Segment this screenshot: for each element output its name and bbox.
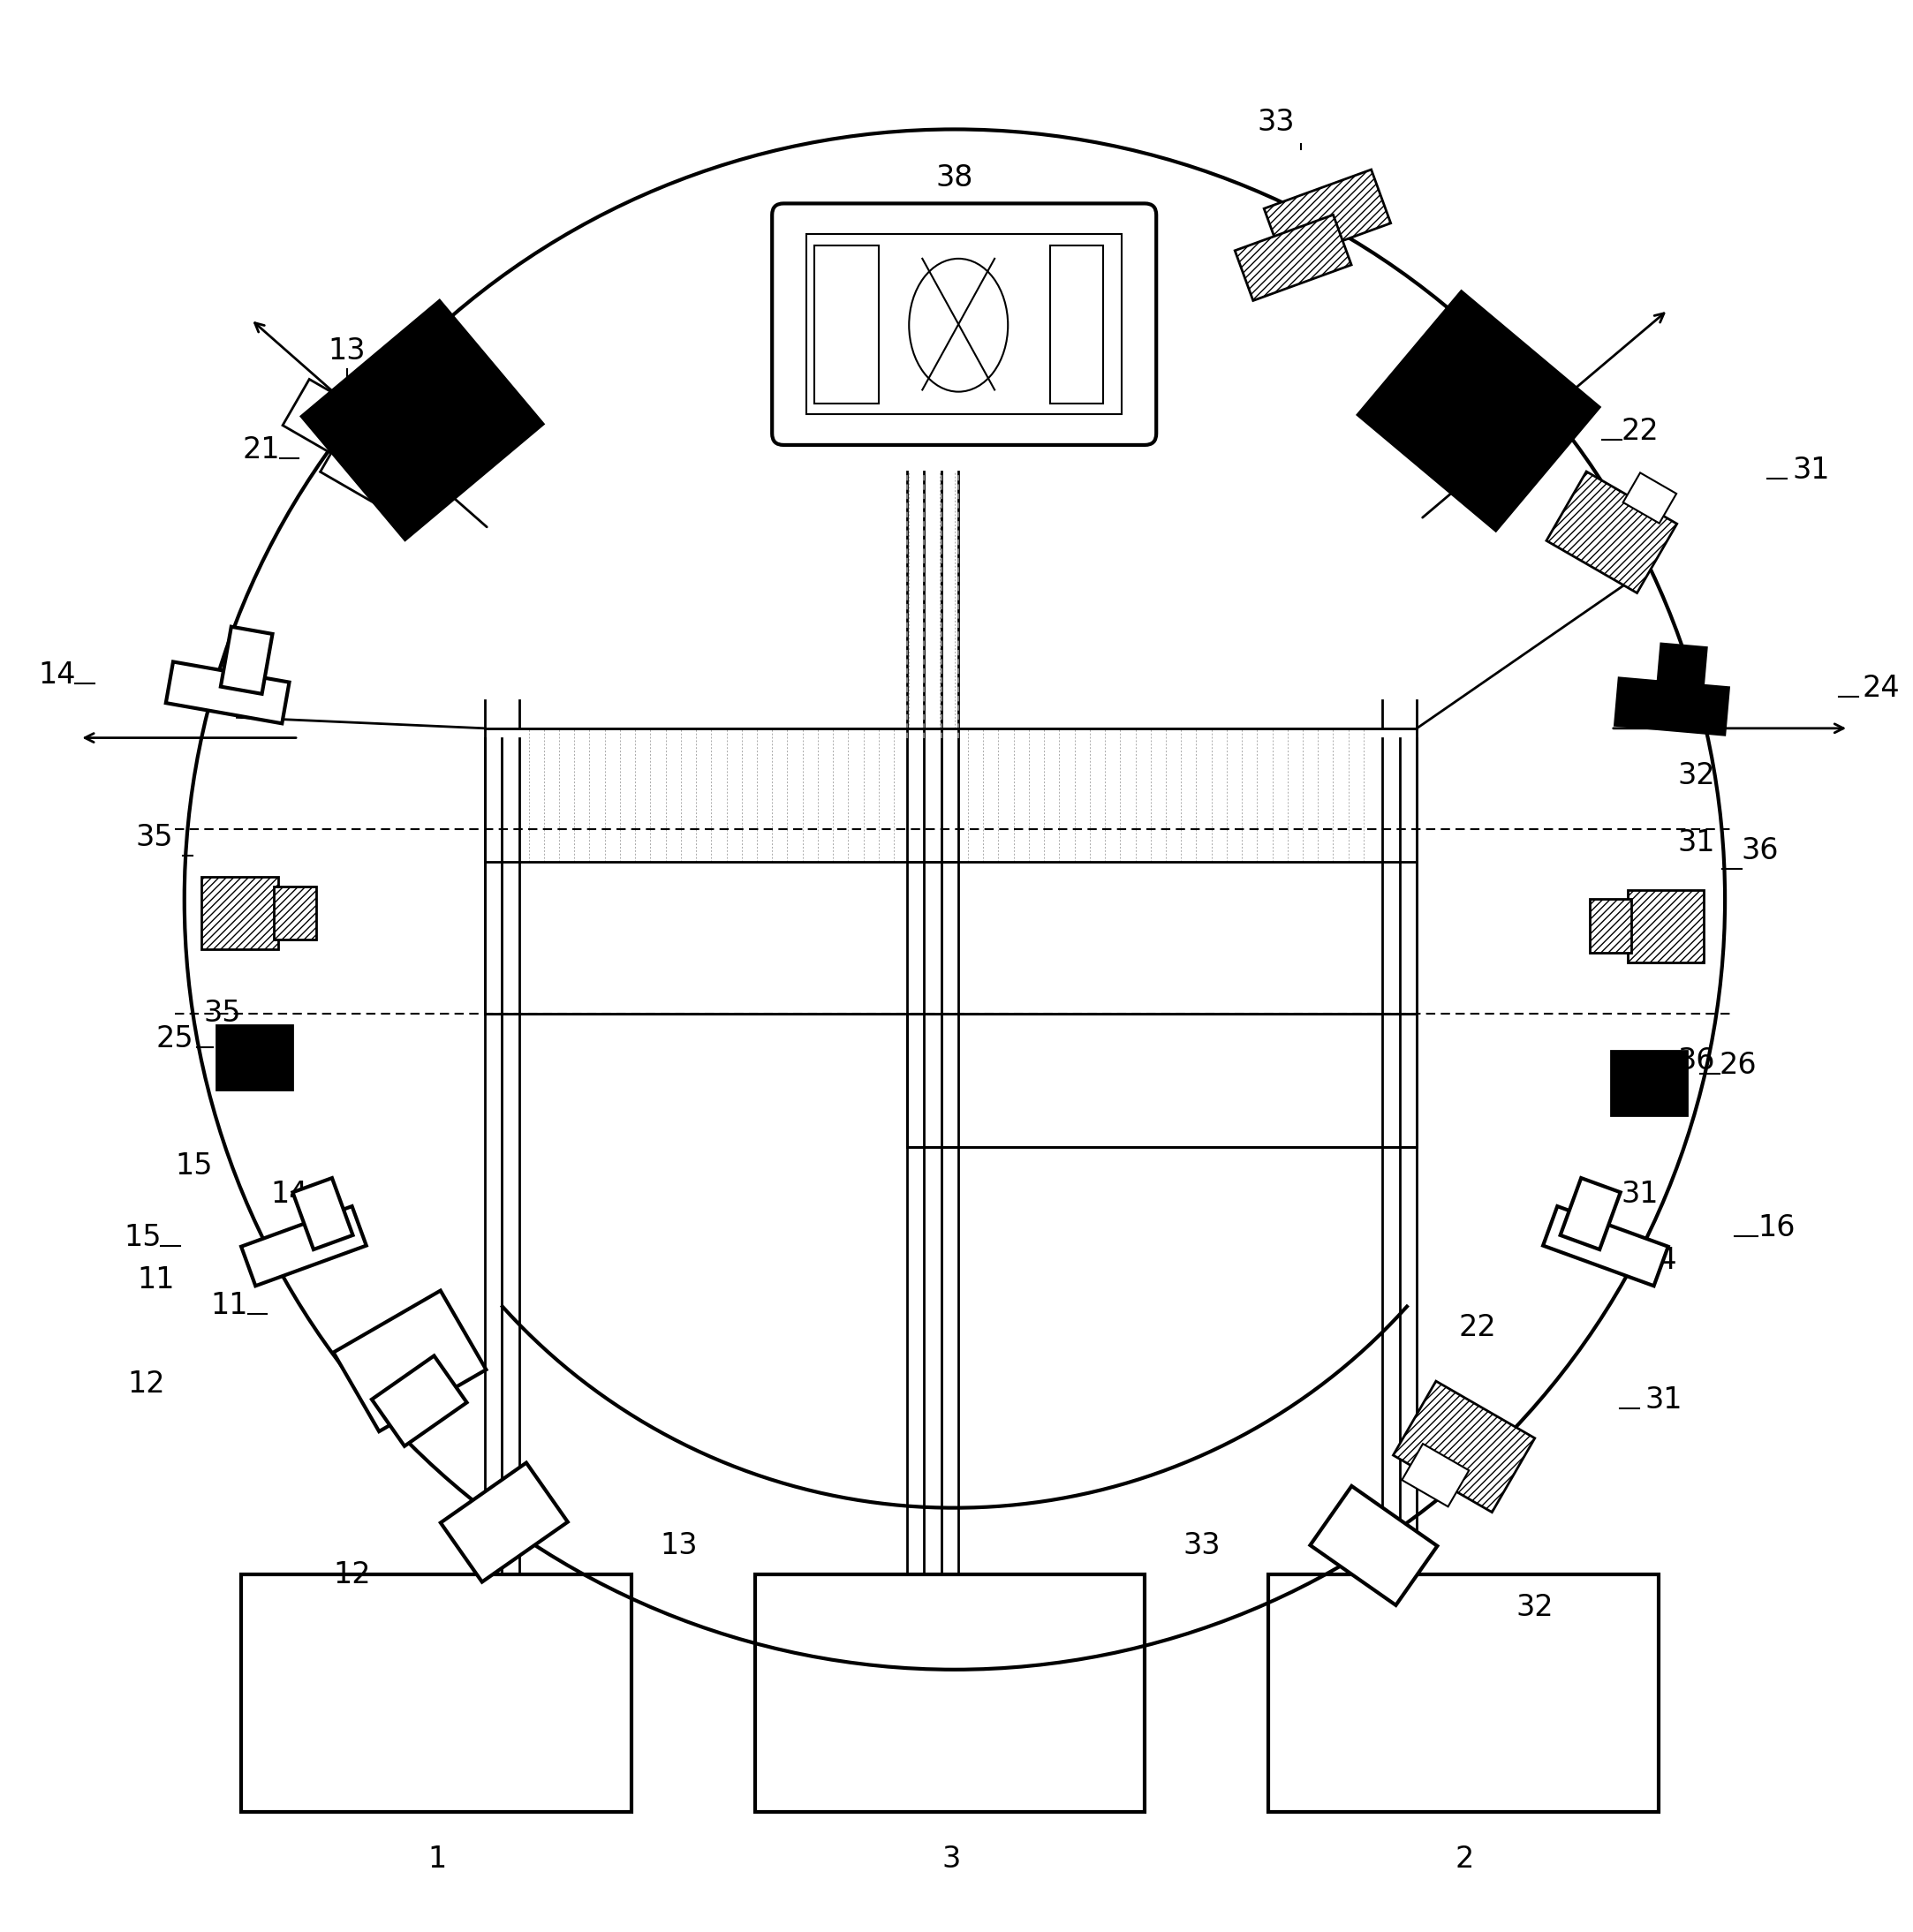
Polygon shape — [1590, 898, 1632, 952]
Text: 24: 24 — [1639, 1246, 1678, 1275]
Bar — [805, 234, 1123, 415]
Text: 33: 33 — [1257, 108, 1295, 137]
Polygon shape — [1402, 1443, 1469, 1507]
Text: 14: 14 — [270, 1180, 308, 1209]
Text: 22: 22 — [1460, 1312, 1496, 1343]
Text: 3: 3 — [941, 1845, 960, 1874]
Polygon shape — [371, 1356, 467, 1447]
Polygon shape — [274, 887, 316, 939]
Text: 13: 13 — [329, 336, 365, 365]
Ellipse shape — [909, 259, 1008, 392]
Text: 36: 36 — [1741, 837, 1779, 866]
Text: 31: 31 — [1792, 456, 1831, 485]
Polygon shape — [1622, 473, 1676, 524]
Polygon shape — [1358, 292, 1599, 531]
Polygon shape — [216, 1024, 293, 1090]
Text: 38: 38 — [935, 164, 974, 193]
Polygon shape — [440, 1463, 568, 1582]
Text: 25: 25 — [222, 1066, 260, 1095]
Text: 35: 35 — [203, 999, 241, 1028]
Text: 15: 15 — [176, 1151, 212, 1180]
Text: 22: 22 — [1620, 417, 1659, 446]
Polygon shape — [283, 379, 411, 485]
Text: 36: 36 — [1678, 1047, 1716, 1076]
Text: 33: 33 — [1182, 1532, 1220, 1561]
Text: 12: 12 — [333, 1561, 371, 1590]
Text: 2: 2 — [1456, 1845, 1473, 1874]
FancyBboxPatch shape — [773, 203, 1155, 444]
Polygon shape — [241, 1206, 365, 1287]
Text: 21: 21 — [413, 1350, 450, 1379]
Text: 13: 13 — [660, 1532, 698, 1561]
Text: 32: 32 — [1517, 1594, 1553, 1623]
Text: 16: 16 — [1639, 895, 1678, 923]
Text: 11: 11 — [138, 1265, 174, 1294]
Text: 21: 21 — [243, 435, 279, 464]
Bar — [484, 728, 1418, 1014]
Text: 25: 25 — [155, 1024, 193, 1053]
Polygon shape — [1236, 214, 1351, 301]
Bar — [241, 1575, 631, 1812]
Polygon shape — [333, 1291, 486, 1432]
Polygon shape — [1611, 1051, 1687, 1115]
Polygon shape — [1546, 471, 1678, 593]
Polygon shape — [166, 663, 289, 723]
Polygon shape — [1561, 1179, 1620, 1250]
Polygon shape — [201, 877, 277, 949]
Bar — [813, 245, 878, 404]
Polygon shape — [1615, 678, 1729, 734]
Polygon shape — [1310, 1486, 1437, 1605]
Text: 16: 16 — [1758, 1213, 1794, 1242]
Text: 14: 14 — [38, 661, 75, 690]
Bar — [1050, 245, 1104, 404]
Polygon shape — [1628, 891, 1703, 962]
Text: 11: 11 — [210, 1291, 249, 1320]
Text: 24: 24 — [1861, 674, 1900, 703]
Text: 12: 12 — [128, 1370, 165, 1399]
Text: 15: 15 — [124, 1223, 161, 1252]
Text: 31: 31 — [1620, 1180, 1659, 1209]
Polygon shape — [1264, 170, 1391, 263]
Polygon shape — [293, 1179, 352, 1250]
Polygon shape — [1657, 643, 1706, 705]
Text: 31: 31 — [1645, 1385, 1682, 1414]
Text: 32: 32 — [1678, 761, 1716, 790]
Bar — [1268, 1575, 1659, 1812]
Polygon shape — [319, 431, 434, 524]
Bar — [907, 1014, 1418, 1148]
Text: 35: 35 — [136, 823, 174, 852]
Bar — [756, 1575, 1144, 1812]
Text: 1: 1 — [429, 1845, 448, 1874]
Polygon shape — [1544, 1206, 1668, 1287]
Polygon shape — [1393, 1381, 1534, 1513]
Polygon shape — [220, 626, 272, 694]
Text: 26: 26 — [1720, 1051, 1756, 1080]
Text: 26: 26 — [1639, 1066, 1678, 1095]
Polygon shape — [300, 299, 543, 541]
Text: 31: 31 — [1678, 827, 1716, 858]
